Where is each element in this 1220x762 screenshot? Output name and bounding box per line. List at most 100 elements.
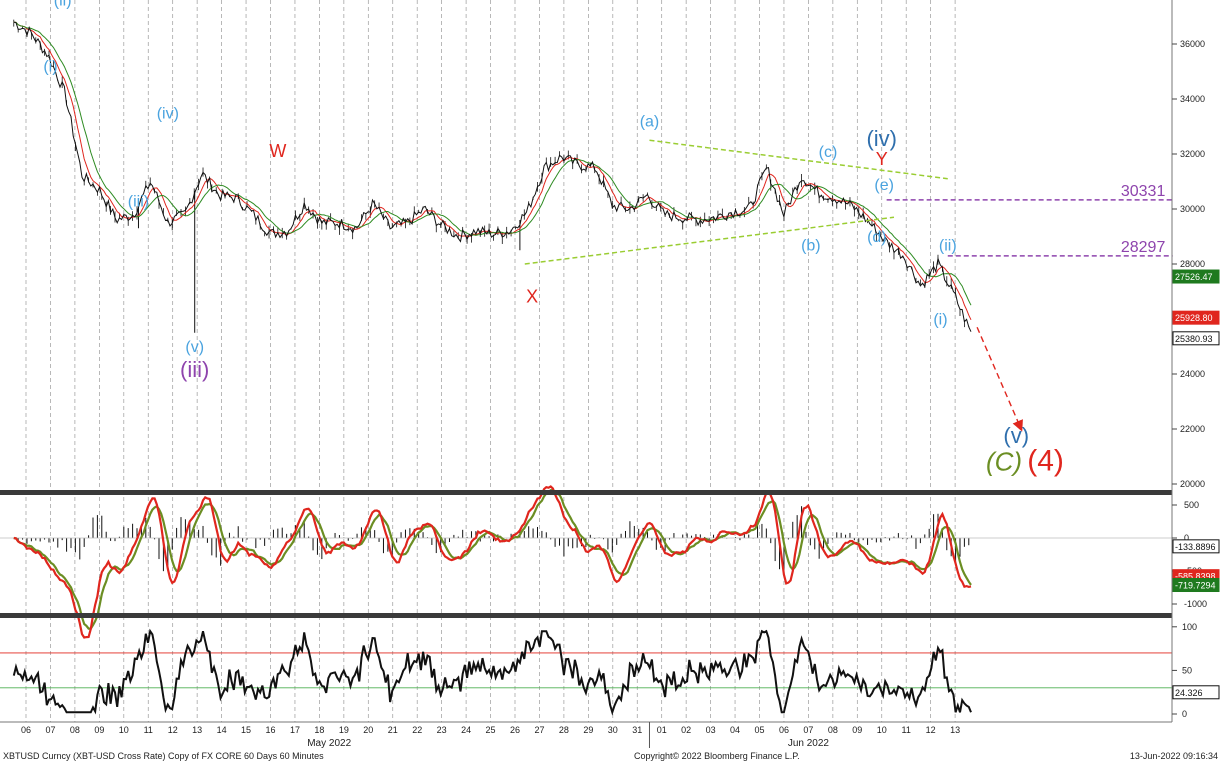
wave-label: (C) bbox=[986, 446, 1022, 476]
wave-label: (a) bbox=[640, 114, 660, 131]
slow-moving-average bbox=[13, 21, 972, 306]
x-tick-label: 20 bbox=[363, 725, 373, 735]
y-tick-label: 36000 bbox=[1180, 39, 1205, 49]
price-tag-green: 27526.47 bbox=[1175, 272, 1213, 282]
wave-label: (iv) bbox=[866, 126, 897, 151]
x-tick-label: 16 bbox=[265, 725, 275, 735]
x-tick-label: 12 bbox=[168, 725, 178, 735]
main-panel bbox=[13, 19, 972, 333]
macd-tag-hist: -133.8896 bbox=[1175, 542, 1216, 552]
wave-label: (v) bbox=[1003, 423, 1029, 448]
x-tick-label: 10 bbox=[119, 725, 129, 735]
wave-label: (iii) bbox=[128, 193, 149, 210]
x-tick-label: 11 bbox=[902, 725, 911, 735]
x-tick-label: 27 bbox=[534, 725, 544, 735]
x-tick-label: 24 bbox=[461, 725, 471, 735]
rsi-tag-box bbox=[1172, 685, 1220, 700]
triangle-lower-trendline bbox=[524, 216, 895, 265]
x-tick-label: 29 bbox=[583, 725, 593, 735]
macd-line bbox=[13, 485, 972, 639]
y-tick-label: 20000 bbox=[1180, 479, 1205, 489]
panel-separator-2[interactable] bbox=[0, 613, 1172, 618]
price-tag-last-box bbox=[1172, 331, 1220, 346]
wave-label: (b) bbox=[801, 237, 821, 254]
x-tick-label: 21 bbox=[388, 725, 398, 735]
x-tick-label: 06 bbox=[21, 725, 31, 735]
level-label-28297: 28297 bbox=[1121, 239, 1166, 256]
y-tick-label: 32000 bbox=[1180, 149, 1205, 159]
timestamp-footer: 13-Jun-2022 09:16:34 bbox=[1130, 751, 1218, 761]
rsi-tick-label: 50 bbox=[1182, 665, 1192, 675]
macd-panel bbox=[0, 485, 1172, 639]
grid-layer bbox=[25, 0, 956, 722]
x-tick-label: 10 bbox=[877, 725, 887, 735]
x-tick-label: 01 bbox=[657, 725, 667, 735]
macd-tick-label: 0 bbox=[1184, 533, 1189, 543]
y-axis: 3600034000320003000028000260002400022000… bbox=[1172, 39, 1207, 719]
price-tag-green-box bbox=[1172, 269, 1220, 284]
x-tick-label: 08 bbox=[70, 725, 80, 735]
x-tick-label: 25 bbox=[486, 725, 496, 735]
y-tick-label: 34000 bbox=[1180, 94, 1205, 104]
x-tick-label: 26 bbox=[510, 725, 520, 735]
x-tick-label: 14 bbox=[217, 725, 227, 735]
macd-tag-red: -585.8398 bbox=[1175, 572, 1216, 582]
x-axis: 06 07 08 09 10 11 12 13 14 15 16 17 18 19 20 21 22 23 24 25… bbox=[21, 722, 960, 749]
x-tick-label: 02 bbox=[681, 725, 691, 735]
y-tick-label: 22000 bbox=[1180, 424, 1205, 434]
copyright-footer: Copyright© 2022 Bloomberg Finance L.P. bbox=[634, 751, 800, 761]
x-tick-label: 11 bbox=[144, 725, 153, 735]
price-tags: 27526.47 25928.80 25380.93 -133.8896 -585.83… bbox=[1172, 269, 1220, 700]
macd-tag-green: -719.7294 bbox=[1175, 581, 1216, 591]
x-tick-label: 09 bbox=[94, 725, 104, 735]
triangle-upper-trendline bbox=[649, 139, 948, 180]
x-tick-label: 09 bbox=[852, 725, 862, 735]
wave-label: Y bbox=[876, 149, 888, 169]
wave-label: X bbox=[526, 287, 538, 307]
macd-tag-hist-box bbox=[1172, 539, 1220, 554]
macd-tick-label: -1000 bbox=[1184, 599, 1207, 609]
x-tick-label: 03 bbox=[706, 725, 716, 735]
wave-label: (iv) bbox=[157, 105, 179, 122]
panel-separator-1[interactable] bbox=[0, 490, 1172, 495]
y-tick-label: 28000 bbox=[1180, 259, 1205, 269]
wave-label: (c) bbox=[819, 144, 838, 161]
price-tag-last: 25380.93 bbox=[1175, 334, 1213, 344]
wave-label: (4) bbox=[1027, 444, 1064, 477]
x-tick-label: 19 bbox=[339, 725, 349, 735]
x-tick-label: 12 bbox=[926, 725, 936, 735]
month-label-may: May 2022 bbox=[307, 738, 351, 749]
x-tick-label: 18 bbox=[314, 725, 324, 735]
x-tick-label: 13 bbox=[950, 725, 960, 735]
price-line bbox=[13, 21, 972, 332]
rsi-tick-label: 0 bbox=[1182, 709, 1187, 719]
annotation-layer: 3033128297(ii)(i)(iv)(iii)(v)(iii)WX(a)(… bbox=[43, 0, 1173, 477]
wave-label: (i) bbox=[933, 312, 947, 329]
price-tag-red-box bbox=[1172, 310, 1220, 325]
instrument-footer: XBTUSD Curncy (XBT-USD Cross Rate) Copy … bbox=[3, 751, 324, 761]
rsi-panel bbox=[0, 628, 1172, 716]
macd-tick-label: 500 bbox=[1184, 500, 1199, 510]
x-tick-label: 31 bbox=[632, 725, 642, 735]
month-label-jun: Jun 2022 bbox=[788, 738, 830, 749]
x-tick-label: 30 bbox=[608, 725, 618, 735]
wave-label: (d) bbox=[867, 229, 887, 246]
x-tick-label: 13 bbox=[192, 725, 202, 735]
projection-arrow bbox=[976, 326, 1023, 432]
x-tick-label: 15 bbox=[241, 725, 251, 735]
macd-tag-green-box bbox=[1172, 578, 1220, 593]
y-tick-label: 30000 bbox=[1180, 204, 1205, 214]
price-tag-red: 25928.80 bbox=[1175, 313, 1213, 323]
wave-label: W bbox=[269, 141, 286, 161]
x-tick-label: 06 bbox=[779, 725, 789, 735]
wave-label: (v) bbox=[185, 339, 204, 356]
x-tick-label: 28 bbox=[559, 725, 569, 735]
x-tick-label: 05 bbox=[754, 725, 764, 735]
x-tick-label: 23 bbox=[437, 725, 447, 735]
x-tick-label: 07 bbox=[803, 725, 813, 735]
rsi-tick-label: 100 bbox=[1182, 622, 1197, 632]
wave-label: (e) bbox=[874, 177, 894, 194]
rsi-line bbox=[12, 628, 972, 716]
x-tick-label: 17 bbox=[290, 725, 300, 735]
x-tick-label: 07 bbox=[45, 725, 55, 735]
